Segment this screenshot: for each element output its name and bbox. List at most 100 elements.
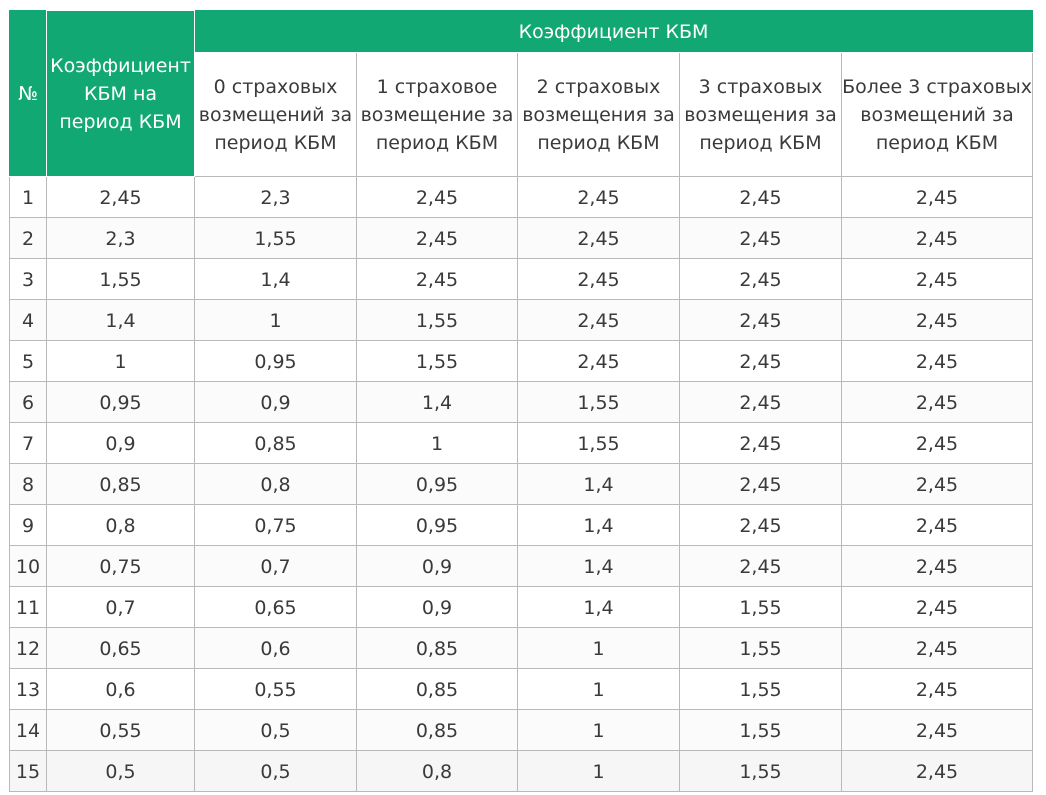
table-cell: 1,55 bbox=[679, 750, 842, 792]
header-col-1-claim: 1 страховое возмещение за период КБМ bbox=[356, 52, 518, 177]
table-cell: 1,4 bbox=[517, 586, 680, 628]
table-cell: 2,45 bbox=[840, 422, 1034, 464]
table-cell: 1,4 bbox=[517, 504, 680, 546]
table-cell: 2,3 bbox=[46, 217, 195, 259]
table-cell: 1,55 bbox=[517, 381, 680, 423]
table-row: 10 0,75 0,7 0,9 1,4 2,45 2,45 bbox=[9, 545, 1034, 587]
table-cell: 2,45 bbox=[517, 217, 680, 259]
table-row: 2 2,3 1,55 2,45 2,45 2,45 2,45 bbox=[9, 217, 1034, 259]
table-cell: 1,55 bbox=[194, 217, 357, 259]
table-cell: 0,9 bbox=[194, 381, 357, 423]
table-row: 13 0,6 0,55 0,85 1 1,55 2,45 bbox=[9, 668, 1034, 710]
table-cell: 2,45 bbox=[840, 627, 1034, 669]
table-cell: 4 bbox=[9, 299, 47, 341]
table-cell: 12 bbox=[9, 627, 47, 669]
table-cell: 2,45 bbox=[517, 340, 680, 382]
kbm-table: № Коэффициент КБМ на период КБМ Коэффици… bbox=[9, 10, 1034, 792]
table-cell: 1,4 bbox=[46, 299, 195, 341]
table-cell: 2,45 bbox=[46, 176, 195, 218]
table-cell: 0,55 bbox=[46, 709, 195, 751]
table-cell: 0,8 bbox=[356, 750, 518, 792]
table-cell: 2,45 bbox=[840, 750, 1034, 792]
table-cell: 0,85 bbox=[356, 627, 518, 669]
table-cell: 2,45 bbox=[356, 258, 518, 300]
header-kbm-group: Коэффициент КБМ bbox=[193, 10, 1034, 53]
table-cell: 2,45 bbox=[517, 299, 680, 341]
table-cell: 0,85 bbox=[194, 422, 357, 464]
table-row: 9 0,8 0,75 0,95 1,4 2,45 2,45 bbox=[9, 504, 1034, 546]
table-cell: 2,45 bbox=[679, 463, 842, 505]
table-cell: 1,4 bbox=[517, 545, 680, 587]
table-cell: 0,85 bbox=[46, 463, 195, 505]
table-cell: 1 bbox=[517, 709, 680, 751]
table-cell: 1,55 bbox=[679, 709, 842, 751]
table-cell: 1,55 bbox=[679, 586, 842, 628]
table-cell: 1 bbox=[194, 299, 357, 341]
table-cell: 1,55 bbox=[46, 258, 195, 300]
table-cell: 6 bbox=[9, 381, 47, 423]
table-cell: 1,55 bbox=[517, 422, 680, 464]
header-col-3-claims: 3 страховых возмещения за период КБМ bbox=[679, 52, 842, 177]
table-cell: 2,45 bbox=[517, 176, 680, 218]
header-row-sub: 0 страховых возмещений за период КБМ 1 с… bbox=[10, 52, 1034, 177]
table-cell: 2,45 bbox=[356, 217, 518, 259]
table-cell: 1 bbox=[517, 750, 680, 792]
table-cell: 0,75 bbox=[194, 504, 357, 546]
table-cell: 1,4 bbox=[356, 381, 518, 423]
table-cell: 2,45 bbox=[679, 381, 842, 423]
header-col-2-claims: 2 страховых возмещения за период КБМ bbox=[517, 52, 680, 177]
table-row: 5 1 0,95 1,55 2,45 2,45 2,45 bbox=[9, 340, 1034, 382]
table-row: 8 0,85 0,8 0,95 1,4 2,45 2,45 bbox=[9, 463, 1034, 505]
table-cell: 0,5 bbox=[194, 750, 357, 792]
table-cell: 2,45 bbox=[679, 422, 842, 464]
table-cell: 10 bbox=[9, 545, 47, 587]
table-cell: 0,9 bbox=[356, 545, 518, 587]
table-cell: 5 bbox=[9, 340, 47, 382]
table-cell: 0,5 bbox=[46, 750, 195, 792]
table-cell: 2,45 bbox=[679, 504, 842, 546]
table-cell: 3 bbox=[9, 258, 47, 300]
table-cell: 1 bbox=[517, 668, 680, 710]
table-cell: 14 bbox=[9, 709, 47, 751]
table-cell: 2,45 bbox=[679, 258, 842, 300]
table-cell: 2,45 bbox=[840, 176, 1034, 218]
table-row: 7 0,9 0,85 1 1,55 2,45 2,45 bbox=[9, 422, 1034, 464]
table-cell: 2,45 bbox=[679, 340, 842, 382]
table-cell: 0,95 bbox=[356, 504, 518, 546]
table-cell: 2,45 bbox=[679, 217, 842, 259]
table-cell: 0,75 bbox=[46, 545, 195, 587]
table-cell: 2 bbox=[9, 217, 47, 259]
table-cell: 2,45 bbox=[517, 258, 680, 300]
table-cell: 1,55 bbox=[679, 627, 842, 669]
table-cell: 0,7 bbox=[194, 545, 357, 587]
table-cell: 1 bbox=[9, 176, 47, 218]
table-cell: 2,45 bbox=[679, 545, 842, 587]
table-cell: 2,45 bbox=[840, 668, 1034, 710]
table-cell: 0,6 bbox=[194, 627, 357, 669]
table-row: 12 0,65 0,6 0,85 1 1,55 2,45 bbox=[9, 627, 1034, 669]
table-cell: 1 bbox=[46, 340, 195, 382]
table-cell: 2,45 bbox=[840, 217, 1034, 259]
table-cell: 15 bbox=[9, 750, 47, 792]
table-cell: 1,4 bbox=[194, 258, 357, 300]
header-col-0-claims: 0 страховых возмещений за период КБМ bbox=[194, 52, 357, 177]
header-col-more-than-3-claims: Более 3 страховых возмещений за период К… bbox=[840, 52, 1034, 177]
table-cell: 0,85 bbox=[356, 668, 518, 710]
table-cell: 0,5 bbox=[194, 709, 357, 751]
table-cell: 2,45 bbox=[679, 176, 842, 218]
table-body: 1 2,45 2,3 2,45 2,45 2,45 2,45 2 2,3 1,55 2,45 2,4… bbox=[9, 176, 1034, 792]
table-cell: 2,45 bbox=[679, 299, 842, 341]
table-cell: 9 bbox=[9, 504, 47, 546]
header-kbm-period: Коэффициент КБМ на период КБМ bbox=[46, 10, 195, 177]
table-cell: 0,9 bbox=[46, 422, 195, 464]
table-cell: 11 bbox=[9, 586, 47, 628]
table-cell: 1,55 bbox=[356, 299, 518, 341]
table-cell: 2,3 bbox=[194, 176, 357, 218]
table-cell: 0,6 bbox=[46, 668, 195, 710]
table-row: 6 0,95 0,9 1,4 1,55 2,45 2,45 bbox=[9, 381, 1034, 423]
table-row: 3 1,55 1,4 2,45 2,45 2,45 2,45 bbox=[9, 258, 1034, 300]
table-cell: 1 bbox=[356, 422, 518, 464]
table-cell: 2,45 bbox=[840, 545, 1034, 587]
table-cell: 1 bbox=[517, 627, 680, 669]
table-cell: 0,9 bbox=[356, 586, 518, 628]
